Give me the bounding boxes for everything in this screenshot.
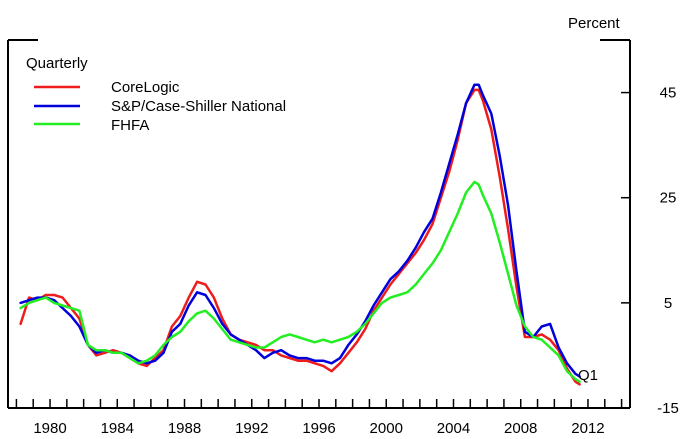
series-line-fhfa (19, 180, 581, 383)
legend-label-corelogic: CoreLogic (111, 79, 180, 96)
x-tick-label-2000: 2000 (370, 420, 403, 437)
legend-label-fhfa: FHFA (111, 117, 149, 134)
x-tick-label-1988: 1988 (168, 420, 201, 437)
x-tick-label-2008: 2008 (504, 420, 537, 437)
y-ticks: -15 5 25 45 (621, 85, 679, 417)
x-tick-label-1996: 1996 (302, 420, 335, 437)
x-ticks: 1980 1984 1988 1992 1996 2000 2004 2008 2012 (15, 399, 623, 437)
y-tick-label--15: -15 (657, 400, 679, 417)
unit-label: Percent (568, 15, 621, 32)
x-tick-label-1992: 1992 (235, 420, 268, 437)
legend: Quarterly CoreLogic S&P/Case-Shiller Nat… (26, 55, 286, 134)
x-tick-label-1980: 1980 (33, 420, 66, 437)
x-tick-label-2012: 2012 (571, 420, 604, 437)
series-line-corelogic (19, 88, 581, 386)
legend-label-case-shiller: S&P/Case-Shiller National (111, 98, 286, 115)
y-tick-label-5: 5 (664, 295, 672, 312)
series-lines (19, 83, 581, 386)
x-tick-label-2004: 2004 (437, 420, 470, 437)
legend-title: Quarterly (26, 55, 88, 72)
y-tick-label-45: 45 (660, 85, 677, 102)
end-annotation: Q1 (578, 367, 598, 384)
x-tick-label-1984: 1984 (101, 420, 134, 437)
y-tick-label-25: 25 (660, 190, 677, 207)
